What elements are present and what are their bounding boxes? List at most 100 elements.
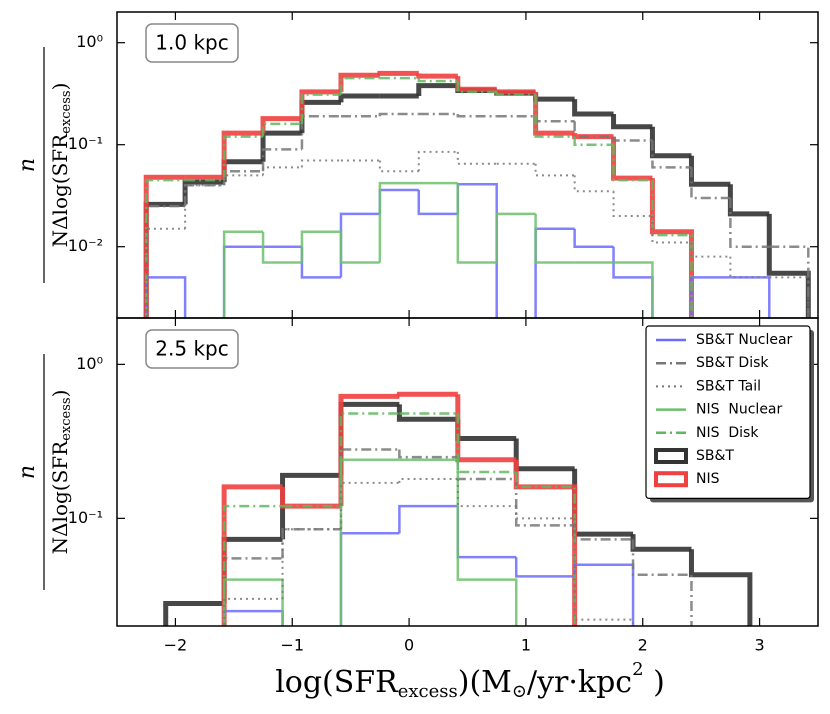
histogram-step — [572, 468, 634, 537]
histogram-step — [495, 91, 536, 96]
histogram-step — [534, 227, 575, 318]
histogram-step — [300, 115, 341, 150]
annotation-box — [145, 23, 239, 63]
histogram-step — [398, 449, 458, 459]
legend-label: NIS Disk — [696, 425, 759, 441]
y-tick-label: 10⁰ — [76, 354, 103, 373]
histogram-step — [398, 504, 458, 534]
histogram-step — [300, 230, 341, 263]
histogram-step — [513, 438, 575, 472]
histogram-step — [339, 481, 400, 530]
histogram-step — [378, 188, 419, 214]
x-tick-label: −2 — [164, 636, 188, 655]
histogram-step — [378, 112, 419, 117]
annotation-box — [145, 329, 239, 369]
y-label-part: ) — [48, 83, 72, 91]
axes-frame — [116, 317, 819, 627]
legend-label: NIS Nuclear — [696, 402, 783, 418]
x-tick-label: 0 — [404, 636, 414, 655]
histogram-step — [339, 231, 380, 264]
histogram-step — [143, 174, 186, 318]
histogram-step — [281, 528, 341, 599]
histogram-step — [144, 178, 186, 318]
histogram-step — [533, 91, 575, 136]
histogram-step — [398, 478, 458, 483]
histogram-step — [456, 81, 497, 94]
histogram-step — [513, 459, 578, 626]
x-label-part: ) — [644, 665, 665, 700]
histogram-step — [222, 557, 283, 626]
histogram-step — [280, 472, 341, 540]
histogram-step — [416, 73, 458, 79]
histogram-step — [163, 600, 225, 626]
histogram-step — [769, 245, 810, 318]
histogram-step — [144, 204, 186, 318]
x-label-part: excess — [398, 681, 458, 702]
y-label-denominator: NΔlog(SFRexcess) — [48, 390, 74, 555]
annotation: 2.5 kpc — [155, 337, 228, 361]
histogram-step — [339, 458, 400, 626]
histogram-step — [631, 539, 693, 626]
y-label-part: NΔlog(SFR — [48, 133, 72, 248]
histogram-step — [534, 94, 575, 138]
histogram-step — [573, 136, 614, 146]
histogram-step — [261, 231, 302, 264]
histogram-step — [222, 135, 264, 181]
histogram-step — [495, 212, 536, 263]
legend-swatch — [654, 471, 688, 488]
histogram-step — [534, 163, 575, 177]
histogram-step — [338, 93, 380, 103]
x-tick-label: 3 — [754, 636, 764, 655]
plot-area — [163, 391, 753, 626]
histogram-step — [455, 419, 517, 442]
histogram-step — [417, 78, 458, 83]
histogram-step — [300, 246, 341, 279]
x-label-part: /yr·kpc — [527, 665, 632, 700]
histogram-step — [514, 472, 576, 626]
y-label-part: ) — [48, 390, 72, 398]
histogram-step — [300, 93, 341, 124]
histogram-step — [339, 76, 380, 95]
histogram-step — [222, 609, 284, 626]
histogram-step — [378, 181, 419, 263]
histogram-step — [456, 479, 517, 508]
histogram-step — [514, 557, 575, 578]
histogram-step — [456, 182, 498, 318]
histogram-step — [730, 276, 771, 318]
histogram-step — [339, 532, 400, 626]
histogram-step — [223, 174, 264, 186]
histogram-step — [688, 155, 731, 187]
histogram-step — [299, 89, 341, 119]
histogram-step — [222, 169, 264, 186]
histogram-step — [221, 130, 264, 178]
histogram-step — [612, 136, 653, 142]
x-tick-label: 1 — [521, 636, 531, 655]
histogram-step — [261, 122, 302, 137]
histogram-step — [651, 140, 692, 169]
x-axis-label: log(SFRexcess)(M⊙/yr·kpc2 ) — [275, 659, 665, 702]
y-tick-label: 10⁻¹ — [68, 508, 103, 527]
y-label-part: excess — [59, 90, 74, 133]
histogram-step — [378, 160, 419, 173]
histogram-step — [456, 459, 518, 626]
histogram-step — [649, 126, 692, 159]
histogram-step — [690, 242, 731, 258]
histogram-step — [612, 246, 654, 318]
x-label-part: )(M — [458, 665, 512, 700]
histogram-step — [515, 506, 575, 520]
histogram-step — [261, 148, 302, 172]
histogram-step — [184, 184, 225, 229]
histogram-step — [630, 534, 692, 552]
histogram-step — [416, 83, 458, 97]
histogram-step — [651, 216, 692, 244]
histogram-step — [573, 563, 635, 626]
legend-swatch — [654, 448, 688, 464]
histogram-step — [339, 212, 380, 278]
annotation: 1.0 kpc — [155, 31, 228, 55]
histogram-step — [396, 404, 458, 422]
histogram-step — [533, 93, 575, 102]
x-tick-label: −1 — [280, 636, 304, 655]
histogram-step — [455, 394, 517, 463]
histogram-step — [221, 536, 283, 604]
histogram-step — [339, 448, 400, 530]
